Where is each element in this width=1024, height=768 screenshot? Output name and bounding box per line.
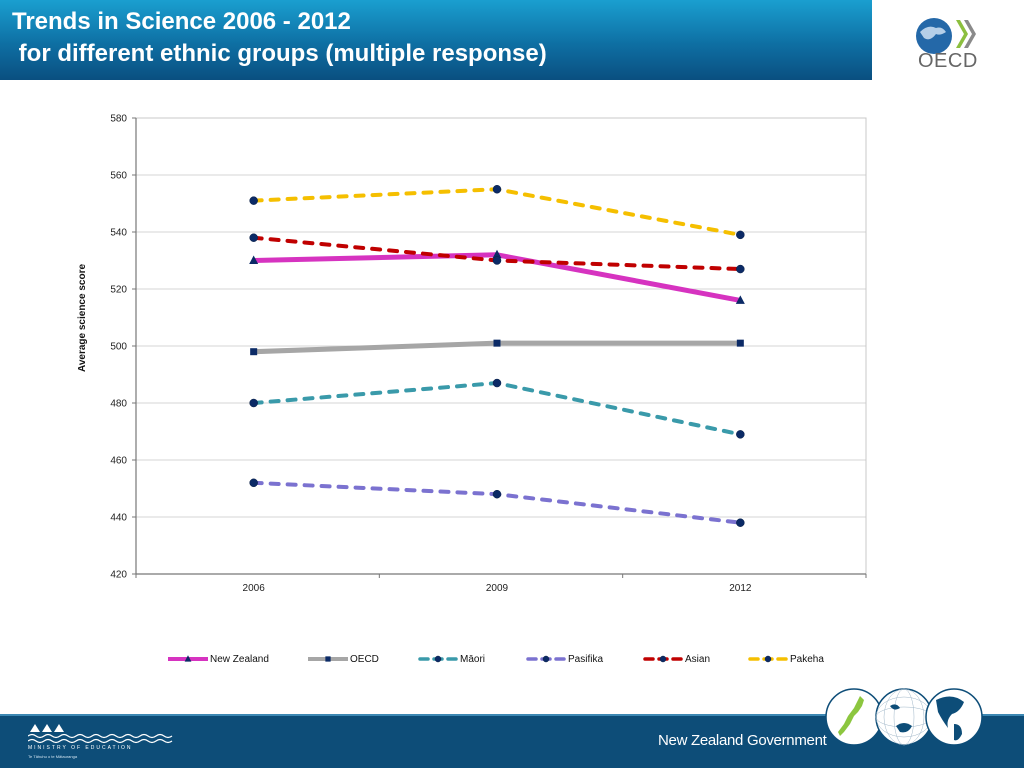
x-tick-label: 2009 xyxy=(486,583,509,594)
circle-marker xyxy=(492,185,502,194)
line-chart: 420 440 460 480 500 520 540 560 580 2006 2009 2012… xyxy=(77,114,867,594)
square-marker xyxy=(250,348,258,356)
globes-logo-icon xyxy=(825,688,983,746)
y-tick-label: 480 xyxy=(110,399,127,410)
legend-item: OECD xyxy=(308,651,379,667)
y-tick-label: 540 xyxy=(110,228,127,239)
circle-marker xyxy=(492,256,502,265)
circle-marker xyxy=(659,655,667,663)
series-new-zealand xyxy=(249,249,745,304)
square-marker xyxy=(325,656,331,662)
title-line-1: Trends in Science 2006 - 2012 xyxy=(12,8,351,35)
triangle-marker xyxy=(184,655,192,662)
oecd-logo-icon xyxy=(916,18,976,54)
series-line xyxy=(251,187,743,237)
square-marker xyxy=(493,339,501,347)
circle-marker xyxy=(492,489,502,499)
legend-label: Pakeha xyxy=(790,653,824,665)
y-tick-label: 580 xyxy=(110,114,127,125)
oecd-logo-text: OECD xyxy=(918,50,978,72)
ministry-subtitle: Te Tāhuhu o te Mātauranga xyxy=(28,754,78,759)
triangle-marker xyxy=(249,255,259,264)
triangle-marker xyxy=(735,295,745,304)
y-tick-label: 420 xyxy=(110,570,127,581)
y-tick-label: 520 xyxy=(110,285,127,296)
square-marker xyxy=(736,339,744,347)
legend-item: Māori xyxy=(418,651,485,667)
legend-label: Māori xyxy=(460,653,486,665)
gridlines xyxy=(136,117,866,575)
circle-marker xyxy=(249,233,258,242)
series-line xyxy=(251,381,743,437)
legend-swatch-icon xyxy=(643,655,683,663)
legend-item: Asian xyxy=(643,651,710,667)
y-tick-label: 440 xyxy=(110,513,127,524)
legend-label: Pasifika xyxy=(568,653,604,665)
axes xyxy=(132,117,867,578)
series-oecd xyxy=(250,339,744,356)
legend-label: New Zealand xyxy=(210,653,269,665)
legend-swatch-icon xyxy=(308,656,348,662)
x-tick-label: 2006 xyxy=(243,583,266,594)
series-pakeha xyxy=(249,185,745,240)
ministry-of-education-logo-icon xyxy=(28,724,173,744)
chart-legend: New Zealand OECD Māori Pasifika Asian Pakeha xyxy=(168,651,848,667)
y-tick-label: 460 xyxy=(110,456,127,467)
nz-government-label: New Zealand Government xyxy=(658,732,827,749)
y-tick-label: 560 xyxy=(110,171,127,182)
legend-swatch-icon xyxy=(418,655,458,663)
title-line-2: for different ethnic groups (multiple re… xyxy=(12,40,547,67)
y-tick-label: 500 xyxy=(110,342,127,353)
series-m-ori xyxy=(249,378,745,439)
x-tick-label: 2012 xyxy=(729,583,752,594)
slide-header: Trends in Science 2006 - 2012 for differ… xyxy=(0,0,872,80)
circle-marker xyxy=(736,230,745,240)
triangle-marker xyxy=(492,249,502,259)
circle-marker xyxy=(542,655,550,663)
legend-swatch-icon xyxy=(526,655,566,663)
series-asian xyxy=(249,233,745,274)
circle-marker xyxy=(492,378,502,388)
circle-marker xyxy=(764,655,772,663)
circle-marker xyxy=(434,655,442,663)
legend-label: Asian xyxy=(685,653,711,665)
slide-title: Trends in Science 2006 - 2012 for differ… xyxy=(12,6,547,70)
ministry-label: MINISTRY OF EDUCATION xyxy=(28,745,133,751)
circle-marker xyxy=(249,196,258,205)
legend-swatch-icon xyxy=(748,655,788,663)
series-pasifika xyxy=(249,478,745,527)
legend-label: OECD xyxy=(350,653,379,665)
circle-marker xyxy=(249,398,258,408)
circle-marker xyxy=(736,518,745,527)
circle-marker xyxy=(736,264,745,274)
x-tick-labels: 2006 2009 2012 xyxy=(243,583,752,594)
legend-item: Pakeha xyxy=(748,651,824,667)
legend-swatch-icon xyxy=(168,655,208,662)
legend-item: New Zealand xyxy=(168,651,269,667)
circle-marker xyxy=(736,430,745,439)
circle-marker xyxy=(249,478,258,488)
y-axis-title: Average science score xyxy=(77,264,88,372)
legend-item: Pasifika xyxy=(526,651,603,667)
series-lines xyxy=(249,185,745,527)
footer-divider xyxy=(0,714,1024,716)
y-tick-labels: 420 440 460 480 500 520 540 560 580 xyxy=(110,114,127,581)
